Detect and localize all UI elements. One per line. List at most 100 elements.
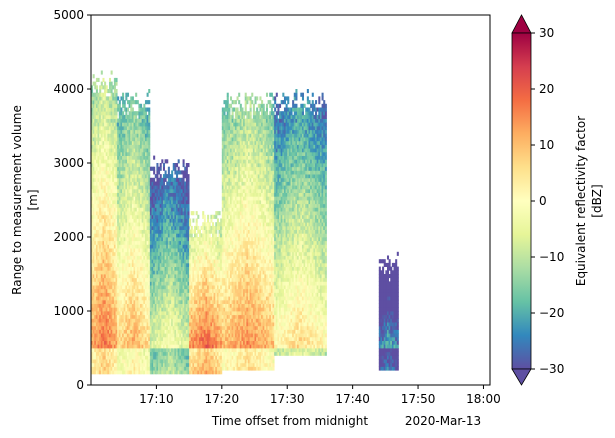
heatmap-cell xyxy=(156,177,159,182)
heatmap-cell xyxy=(153,196,156,201)
heatmap-cell xyxy=(192,299,195,304)
heatmap-cell xyxy=(190,318,193,323)
heatmap-cell xyxy=(146,270,149,275)
heatmap-cell xyxy=(97,314,100,319)
heatmap-cell xyxy=(113,299,116,304)
heatmap-cell xyxy=(182,285,185,290)
heatmap-cell xyxy=(203,370,206,375)
heatmap-cell xyxy=(197,229,200,234)
heatmap-cell xyxy=(141,288,144,293)
heatmap-cell xyxy=(100,192,103,197)
heatmap-cell xyxy=(100,151,103,156)
heatmap-cell xyxy=(143,359,146,364)
heatmap-cell xyxy=(97,348,100,353)
heatmap-cell xyxy=(136,200,139,205)
heatmap-cell xyxy=(212,248,215,253)
heatmap-cell xyxy=(207,285,210,290)
heatmap-cell xyxy=(130,311,133,316)
heatmap-cell xyxy=(102,107,105,112)
heatmap-cell xyxy=(189,362,192,367)
heatmap-cell xyxy=(126,248,130,253)
heatmap-cell xyxy=(117,255,120,260)
heatmap-cell xyxy=(148,140,151,145)
heatmap-cell xyxy=(128,288,131,293)
heatmap-cell xyxy=(223,159,226,164)
heatmap-cell xyxy=(126,188,130,193)
heatmap-cell xyxy=(171,322,174,327)
heatmap-cell xyxy=(128,355,131,360)
heatmap-cell xyxy=(120,214,123,219)
heatmap-cell xyxy=(102,292,105,297)
heatmap-cell xyxy=(215,251,218,256)
heatmap-cell xyxy=(169,311,172,316)
heatmap-cell xyxy=(110,333,113,338)
heatmap-cell xyxy=(115,77,118,82)
heatmap-cell xyxy=(171,200,174,205)
heatmap-cell xyxy=(180,351,183,356)
heatmap-cell xyxy=(158,311,161,316)
heatmap-cell xyxy=(146,370,149,375)
heatmap-cell xyxy=(97,100,100,105)
heatmap-cell xyxy=(154,259,157,264)
heatmap-cell xyxy=(136,111,139,116)
heatmap-cell xyxy=(91,266,94,271)
heatmap-cell xyxy=(184,362,187,367)
heatmap-cell xyxy=(200,225,203,230)
heatmap-cell xyxy=(166,188,169,193)
heatmap-cell xyxy=(159,181,162,186)
heatmap-cell xyxy=(154,288,157,293)
heatmap-cell xyxy=(194,248,197,253)
heatmap-cell xyxy=(128,207,131,212)
heatmap-cell xyxy=(180,266,183,271)
heatmap-cell xyxy=(215,340,218,345)
heatmap-cell xyxy=(138,277,141,282)
heatmap-cell xyxy=(167,185,170,190)
heatmap-cell xyxy=(95,77,98,82)
heatmap-cell xyxy=(194,299,197,304)
heatmap-cell xyxy=(153,266,156,271)
heatmap-cell xyxy=(91,299,94,304)
heatmap-cell xyxy=(126,126,130,131)
heatmap-cell xyxy=(99,244,102,249)
heatmap-cell xyxy=(151,248,154,253)
heatmap-cell xyxy=(112,344,115,349)
heatmap-cell xyxy=(159,222,162,227)
heatmap-cell xyxy=(102,370,105,375)
heatmap-cell xyxy=(130,292,133,297)
heatmap-cell xyxy=(131,177,134,182)
heatmap-cell xyxy=(174,237,177,242)
heatmap-cell xyxy=(172,192,175,197)
heatmap-cell xyxy=(154,174,157,179)
heatmap-cell xyxy=(151,281,154,286)
heatmap-cell xyxy=(185,200,188,205)
heatmap-cell xyxy=(154,185,157,190)
heatmap-cell xyxy=(123,237,126,242)
heatmap-cell xyxy=(161,274,164,279)
heatmap-cell xyxy=(91,274,94,279)
heatmap-cell xyxy=(97,200,100,205)
heatmap-cell xyxy=(221,336,224,341)
heatmap-cell xyxy=(113,348,116,353)
heatmap-cell xyxy=(102,222,105,227)
heatmap-cell xyxy=(144,107,147,112)
heatmap-cell xyxy=(94,81,97,86)
heatmap-cell xyxy=(182,274,185,279)
heatmap-cell xyxy=(104,318,107,323)
heatmap-cell xyxy=(131,299,134,304)
heatmap-cell xyxy=(115,137,118,142)
heatmap-cell xyxy=(172,288,175,293)
heatmap-cell xyxy=(182,163,185,168)
heatmap-cell xyxy=(144,181,147,186)
heatmap-cell xyxy=(169,244,172,249)
heatmap-cell xyxy=(131,237,134,242)
heatmap-cell xyxy=(97,362,100,367)
heatmap-cell xyxy=(91,148,94,153)
heatmap-cell xyxy=(212,333,215,338)
heatmap-cell xyxy=(189,329,192,334)
heatmap-cell xyxy=(110,151,113,156)
heatmap-cell xyxy=(179,259,182,264)
heatmap-cell xyxy=(102,129,105,134)
heatmap-cell xyxy=(92,340,95,345)
heatmap-cell xyxy=(92,277,95,282)
heatmap-cell xyxy=(203,222,206,227)
